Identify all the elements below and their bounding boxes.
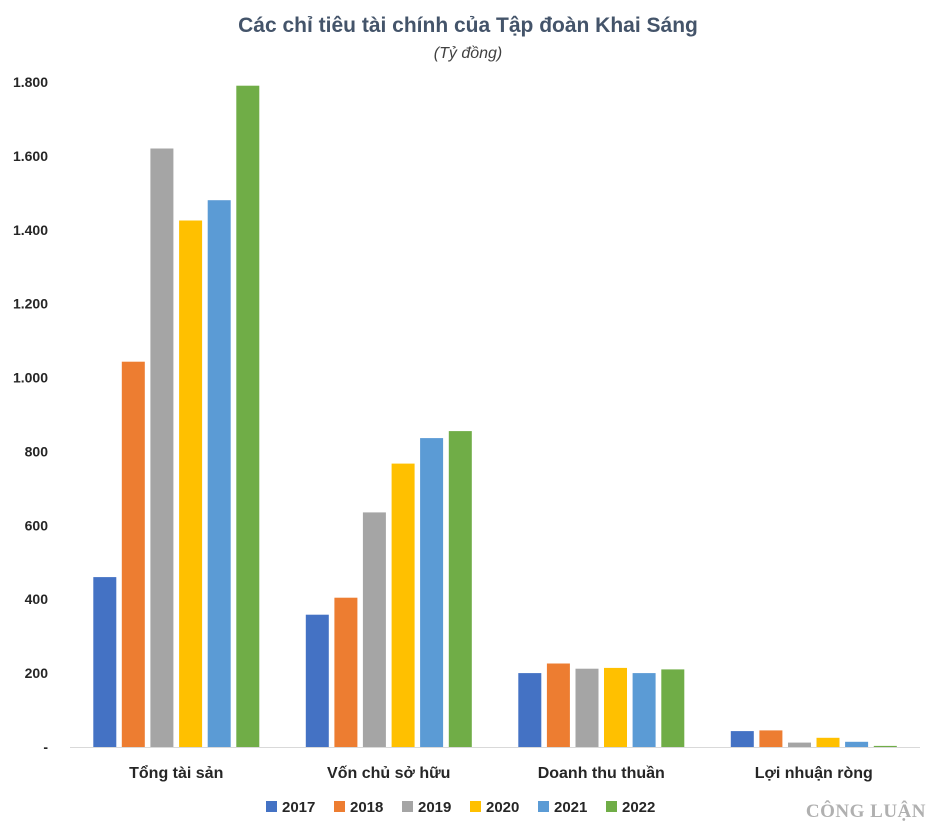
bar <box>121 361 145 747</box>
bar <box>575 668 599 747</box>
legend-swatch <box>470 801 481 812</box>
bar <box>179 220 203 747</box>
bar <box>207 200 231 747</box>
x-category-label: Lợi nhuận ròng <box>755 765 873 782</box>
legend-swatch <box>334 801 345 812</box>
bar <box>93 577 117 747</box>
y-tick-label: 800 <box>25 443 49 459</box>
x-axis: Tổng tài sản Vốn chủ sở hữu Doanh thu thuầ… <box>129 764 873 782</box>
legend-label: 2021 <box>554 799 587 816</box>
x-category-label: Vốn chủ sở hữu <box>327 765 450 782</box>
bar <box>518 673 542 747</box>
y-tick-label: 600 <box>25 517 49 533</box>
bar <box>845 741 869 747</box>
legend-swatch <box>538 801 549 812</box>
bar <box>150 148 174 747</box>
y-tick-label: 200 <box>25 665 49 681</box>
legend-swatch <box>402 801 413 812</box>
bar <box>305 614 329 747</box>
chart-title: Các chỉ tiêu tài chính của Tập đoàn Khai… <box>238 14 698 37</box>
bar <box>362 512 386 747</box>
bar <box>236 85 260 747</box>
y-tick-label: - <box>43 739 48 755</box>
bar <box>816 737 840 747</box>
bar <box>391 463 415 747</box>
legend: 2017 2018 2019 2020 2021 2022 <box>266 799 655 816</box>
y-tick-label: 1.800 <box>13 74 48 90</box>
bar <box>604 667 627 747</box>
bar <box>788 742 811 747</box>
watermark-logo: CÔNG LUẬN <box>806 800 926 822</box>
x-category-label: Tổng tài sản <box>129 764 223 782</box>
y-tick-label: 1.400 <box>13 222 48 238</box>
legend-label: 2022 <box>622 799 655 816</box>
legend-label: 2019 <box>418 799 451 816</box>
bar <box>661 669 685 747</box>
bar <box>546 663 570 747</box>
y-tick-label: 400 <box>25 591 49 607</box>
y-tick-label: 1.000 <box>13 370 48 386</box>
legend-swatch <box>266 801 277 812</box>
legend-label: 2020 <box>486 799 519 816</box>
bar <box>334 597 358 747</box>
y-axis: - 200 400 600 800 1.000 1.200 1.400 1.600 1.800 <box>13 74 48 755</box>
bars <box>93 85 897 747</box>
legend-label: 2018 <box>350 799 383 816</box>
chart-subtitle: (Tỷ đồng) <box>434 45 502 62</box>
bar <box>759 730 783 747</box>
bar <box>420 438 444 747</box>
legend-label: 2017 <box>282 799 315 816</box>
bar <box>448 431 472 747</box>
y-tick-label: 1.600 <box>13 148 48 164</box>
bar <box>730 731 754 747</box>
y-tick-label: 1.200 <box>13 296 48 312</box>
x-category-label: Doanh thu thuần <box>538 765 665 782</box>
bar <box>873 745 897 747</box>
bar <box>632 673 656 747</box>
legend-swatch <box>606 801 617 812</box>
